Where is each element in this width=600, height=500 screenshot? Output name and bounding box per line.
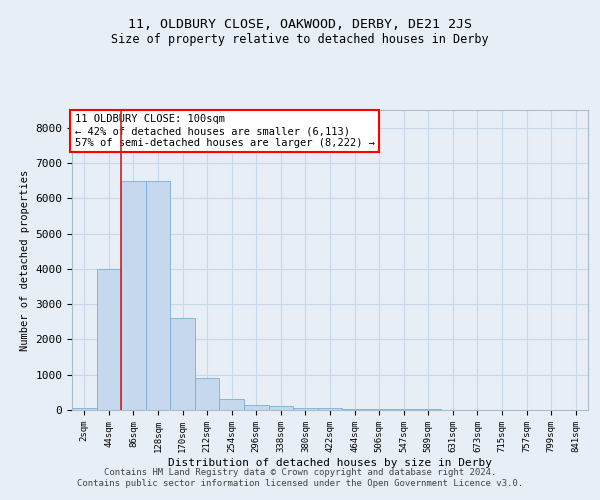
Bar <box>367 409 391 410</box>
Text: 11 OLDBURY CLOSE: 100sqm
← 42% of detached houses are smaller (6,113)
57% of sem: 11 OLDBURY CLOSE: 100sqm ← 42% of detach… <box>74 114 374 148</box>
Bar <box>293 408 318 410</box>
Bar <box>342 408 367 410</box>
Text: Size of property relative to detached houses in Derby: Size of property relative to detached ho… <box>111 32 489 46</box>
Bar <box>318 408 342 410</box>
Bar <box>269 406 293 410</box>
Text: Contains HM Land Registry data © Crown copyright and database right 2024.
Contai: Contains HM Land Registry data © Crown c… <box>77 468 523 487</box>
Bar <box>72 408 97 410</box>
Y-axis label: Number of detached properties: Number of detached properties <box>20 170 30 350</box>
Text: 11, OLDBURY CLOSE, OAKWOOD, DERBY, DE21 2JS: 11, OLDBURY CLOSE, OAKWOOD, DERBY, DE21 … <box>128 18 472 30</box>
X-axis label: Distribution of detached houses by size in Derby: Distribution of detached houses by size … <box>168 458 492 468</box>
Bar <box>195 378 220 410</box>
Bar <box>220 400 244 410</box>
Bar <box>97 269 121 410</box>
Bar <box>170 318 195 410</box>
Bar <box>244 406 269 410</box>
Bar <box>121 180 146 410</box>
Bar <box>146 180 170 410</box>
